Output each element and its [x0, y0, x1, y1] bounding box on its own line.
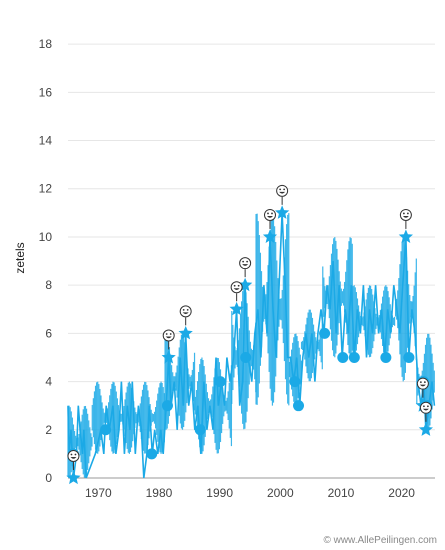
y-axis-label: zetels: [13, 242, 27, 273]
circle-marker: [214, 376, 226, 388]
x-tick-label: 1990: [206, 486, 233, 500]
circle-marker: [319, 327, 331, 339]
circle-marker: [337, 351, 349, 363]
circle-marker: [380, 351, 392, 363]
smiley-eye: [419, 381, 422, 384]
smiley-mouth: [165, 336, 172, 339]
annotations: [67, 184, 432, 470]
smiley-mouth: [267, 215, 274, 218]
smiley-eye: [70, 453, 73, 456]
smiley-annotation: [399, 208, 412, 229]
y-tick-label: 10: [39, 230, 53, 244]
y-tick-label: 4: [45, 375, 52, 389]
smiley-annotation: [276, 184, 289, 205]
x-tick-label: 1970: [85, 486, 112, 500]
smiley-mouth: [233, 288, 240, 291]
y-tick-label: 8: [45, 278, 52, 292]
circle-marker: [403, 351, 415, 363]
smiley-eye: [74, 453, 77, 456]
smiley-annotation: [67, 450, 80, 470]
smiley-eye: [267, 212, 269, 215]
smiley-icon: [67, 450, 80, 462]
circle-marker: [194, 424, 206, 436]
circle-marker: [161, 400, 173, 412]
smiley-eye: [165, 333, 168, 335]
smiley-icon: [264, 208, 277, 221]
star-marker: [66, 470, 81, 485]
smiley-annotation: [419, 401, 432, 422]
y-tick-label: 16: [39, 85, 53, 99]
circle-marker: [348, 351, 360, 363]
y-tick-label: 2: [45, 423, 52, 437]
star-marker: [418, 422, 433, 436]
smiley-eye: [423, 381, 426, 384]
smiley-icon: [276, 184, 289, 197]
smiley-mouth: [419, 384, 426, 387]
circle-marker: [289, 376, 301, 388]
data-series: [67, 212, 436, 479]
smiley-eye: [169, 333, 172, 335]
smiley-annotation: [239, 257, 252, 278]
y-tick-label: 6: [45, 326, 52, 340]
smiley-mouth: [422, 408, 429, 411]
smiley-annotation: [230, 281, 243, 302]
series-line: [67, 212, 436, 479]
smiley-eye: [427, 405, 429, 408]
smiley-mouth: [402, 215, 409, 218]
smiley-eye: [402, 212, 405, 215]
smiley-icon: [399, 208, 412, 221]
y-tick-label: 14: [39, 134, 53, 148]
smiley-annotation: [416, 377, 429, 398]
smiley-eye: [233, 284, 236, 287]
smiley-mouth: [279, 191, 286, 194]
smiley-annotation: [162, 329, 175, 350]
star-marker: [229, 301, 244, 316]
smiley-icon: [179, 305, 192, 318]
credit-text: © www.AllePeilingen.com: [323, 535, 437, 546]
smiley-eye: [283, 188, 286, 191]
star-markers: [66, 205, 433, 485]
smiley-eye: [406, 212, 409, 215]
smiley-annotation: [179, 305, 192, 326]
y-tick-label: 18: [39, 37, 53, 51]
y-tick-label: 12: [39, 182, 53, 196]
smiley-icon: [419, 401, 432, 414]
smiley-icon: [416, 377, 429, 390]
smiley-eye: [271, 212, 273, 215]
x-tick-label: 2020: [388, 486, 415, 500]
smiley-mouth: [182, 312, 189, 315]
smiley-eye: [242, 260, 245, 263]
star-marker: [161, 350, 176, 364]
x-tick-label: 2010: [328, 486, 355, 500]
smiley-eye: [423, 405, 425, 408]
circle-marker: [240, 351, 252, 363]
smiley-icon: [239, 257, 252, 270]
x-axis: 1970 1980 1990 2000 2010 2020: [85, 486, 415, 500]
smiley-eye: [186, 308, 189, 311]
smiley-eye: [246, 260, 249, 263]
y-tick-label: 0: [45, 471, 52, 485]
star-marker: [262, 229, 278, 243]
smiley-annotation: [264, 208, 277, 229]
star-marker: [275, 205, 290, 219]
band-area: [67, 212, 435, 478]
smiley-eye: [237, 284, 240, 287]
circle-marker: [100, 424, 112, 436]
smiley-icon: [230, 281, 243, 294]
smiley-icon: [162, 329, 175, 342]
circle-marker: [146, 448, 158, 460]
x-tick-label: 2000: [267, 486, 294, 500]
smiley-mouth: [70, 457, 77, 459]
smiley-eye: [279, 188, 282, 191]
x-tick-label: 1980: [146, 486, 173, 500]
smiley-eye: [182, 308, 185, 311]
circle-marker: [293, 400, 305, 412]
star-marker: [178, 325, 193, 340]
star-marker: [398, 229, 413, 243]
y-axis: 0 2 4 6 8 10 12 14 16 18: [39, 37, 53, 485]
smiley-mouth: [242, 264, 249, 266]
